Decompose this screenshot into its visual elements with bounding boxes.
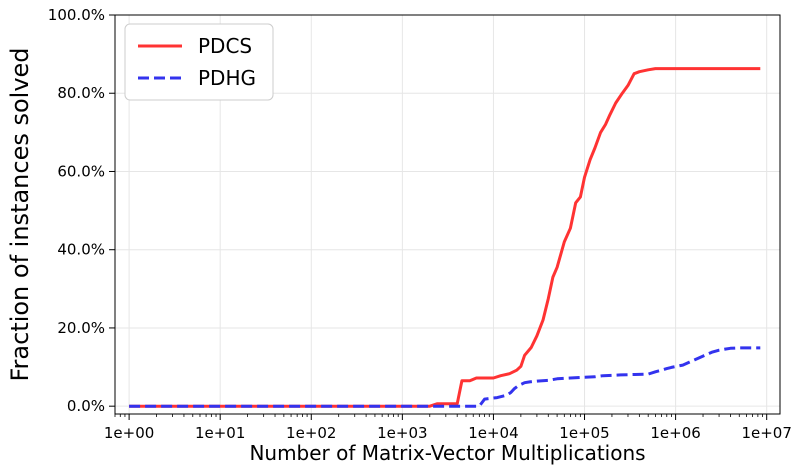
series-line-pdcs [129, 67, 761, 408]
x-tick-label: 1e+01 [195, 424, 245, 442]
legend-label: PDCS [198, 34, 252, 58]
legend-label: PDHG [198, 66, 256, 90]
y-axis-label: Fraction of instances solved [6, 47, 34, 381]
y-tick-label: 20.0% [57, 319, 105, 337]
legend: PDCS PDHG [124, 23, 274, 101]
y-tick-label: 0.0% [67, 397, 105, 415]
plot-area-frame [114, 14, 781, 415]
x-tick-label: 1e+06 [650, 424, 700, 442]
x-tick-label: 1e+00 [104, 424, 154, 442]
x-axis-label: Number of Matrix-Vector Multiplications [249, 441, 645, 465]
y-tick-label: 80.0% [57, 84, 105, 102]
axis-ticks: 1e+00 1e+01 1e+02 1e+03 1e+04 1e+05 1e+06 1e+07… [48, 6, 792, 442]
y-tick-label: 60.0% [57, 162, 105, 180]
x-tick-label: 1e+07 [741, 424, 791, 442]
y-tick-label: 40.0% [57, 241, 105, 259]
x-tick-label: 1e+05 [559, 424, 609, 442]
y-tick-label: 100.0% [48, 6, 105, 24]
x-tick-label: 1e+02 [286, 424, 336, 442]
legend-box [124, 23, 274, 101]
x-tick-label: 1e+03 [377, 424, 427, 442]
x-tick-label: 1e+04 [468, 424, 518, 442]
series-lines [129, 67, 761, 408]
series-line-pdhg [129, 346, 761, 408]
